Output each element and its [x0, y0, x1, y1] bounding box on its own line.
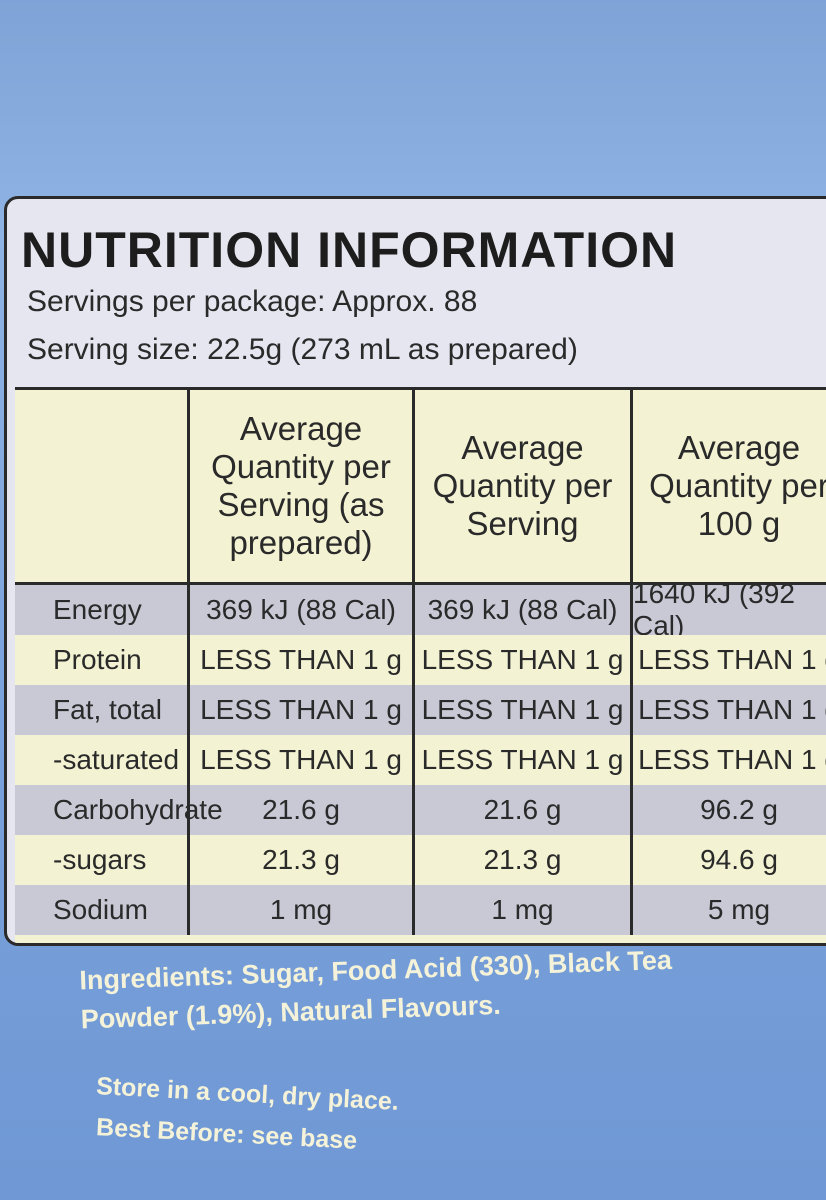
nutrient-label: Energy — [53, 594, 142, 625]
value-cell: 21.6 g — [187, 785, 412, 835]
nutrient-label: Fat, total — [53, 694, 162, 725]
table-row: Fat, total LESS THAN 1 g LESS THAN 1 g LESS… — [15, 685, 826, 735]
value-cell: 96.2 g — [630, 785, 826, 835]
value-cell: 369 kJ (88 Cal) — [412, 585, 630, 635]
value-cell: LESS THAN 1 g — [630, 685, 826, 735]
value-cell: 21.3 g — [187, 835, 412, 885]
column-header: Average Quantity per 100 g — [630, 390, 826, 582]
nutrient-label: Sodium — [53, 894, 148, 925]
value-cell: LESS THAN 1 g — [187, 685, 412, 735]
value-cell: 21.6 g — [412, 785, 630, 835]
value-cell: LESS THAN 1 g — [412, 685, 630, 735]
nutrient-label: -saturated — [53, 744, 180, 775]
value-cell: LESS THAN 1 g — [630, 635, 826, 685]
value-cell: 21.3 g — [412, 835, 630, 885]
table-row: -sugars 21.3 g 21.3 g 94.6 g — [15, 835, 826, 885]
storage-line: Best Before: see base — [95, 1113, 358, 1155]
value-cell: 1 mg — [412, 885, 630, 935]
table-row: Protein LESS THAN 1 g LESS THAN 1 g LESS TH… — [15, 635, 826, 685]
header-rule — [15, 582, 826, 585]
nutrient-label: -sugars — [53, 844, 147, 875]
storage-line: Store in a cool, dry place. — [95, 1072, 400, 1116]
table-row: Carbohydrate 21.6 g 21.6 g 96.2 g — [15, 785, 826, 835]
table-row: -saturated LESS THAN 1 g LESS THAN 1 g LESS… — [15, 735, 826, 785]
column-header: Average Quantity per Serving — [412, 390, 630, 582]
ingredients: Ingredients: Sugar, Food Acid (330), Bla… — [78, 944, 673, 1035]
title: NUTRITION INFORMATION — [21, 222, 678, 278]
value-cell: 369 kJ (88 Cal) — [187, 585, 412, 635]
nutrition-table: Average Quantity per Serving (as prepare… — [15, 387, 826, 943]
value-cell: 94.6 g — [630, 835, 826, 885]
value-cell: LESS THAN 1 g — [187, 735, 412, 785]
value-cell: 1 mg — [187, 885, 412, 935]
nutrient-label: Protein — [53, 644, 142, 675]
serving-size: Serving size: 22.5g (273 mL as prepared) — [27, 333, 578, 366]
column-header: Average Quantity per Serving (as prepare… — [187, 390, 412, 582]
value-cell: LESS THAN 1 g — [630, 735, 826, 785]
table-row: Energy 369 kJ (88 Cal) 369 kJ (88 Cal) 1640… — [15, 578, 826, 641]
table-row: Sodium 1 mg 1 mg 5 mg — [15, 885, 826, 935]
nutrient-label: Carbohydrate — [53, 794, 223, 825]
servings: Servings per package: Approx. 88 — [27, 285, 478, 318]
value-cell: LESS THAN 1 g — [412, 635, 630, 685]
value-cell: LESS THAN 1 g — [187, 635, 412, 685]
value-cell: 5 mg — [630, 885, 826, 935]
value-cell: 1640 kJ (392 Cal) — [630, 578, 826, 641]
value-cell: LESS THAN 1 g — [412, 735, 630, 785]
nutrition-panel: NUTRITION INFORMATION Servings per packa… — [4, 196, 826, 946]
